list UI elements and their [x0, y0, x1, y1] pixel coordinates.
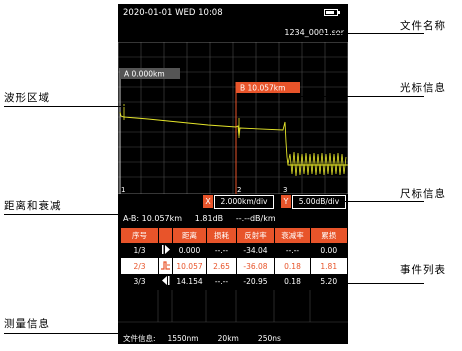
y-scale-value: 5.00dB/div	[292, 195, 346, 209]
event-marker-2: 2	[237, 186, 241, 194]
distance-attenuation-readout: A-B: 10.057km 1.81dB --.--dB/km	[123, 214, 276, 223]
col-attenuation: 衰减率	[274, 228, 311, 243]
col-distance: 距离	[172, 228, 207, 243]
callout-distance-atten: 距离和衰减	[4, 200, 62, 212]
col-reflectance: 反射率	[236, 228, 275, 243]
table-row[interactable]: 3/3 14.154 --.-- -20.95 0.18 5.20	[120, 274, 347, 289]
callout-event-list: 事件列表	[400, 264, 446, 276]
measurement-info: 文件信息: 1550nm 20km 250ns	[123, 334, 281, 343]
file-name: 1234_0001.sor	[284, 28, 344, 37]
event-marker-1: 1	[121, 186, 125, 194]
table-row-selected[interactable]: 2/3 10.057 2.65 -36.08 0.18 1.81	[120, 258, 347, 274]
reflective-event-icon	[161, 261, 170, 270]
callout-file-name: 文件名称	[400, 20, 446, 32]
event-table: 序号 距离 损耗 反射率 衰减率 累损 1/3 0.000 --.-- -34.…	[120, 228, 347, 289]
callout-scale-info: 尺标信息	[400, 188, 446, 200]
trace-noise	[287, 151, 347, 177]
callout-line-event-list	[345, 283, 424, 284]
trace-line	[119, 111, 348, 166]
col-index: 序号	[120, 228, 159, 243]
col-type	[158, 228, 173, 243]
table-grid-lines	[118, 290, 348, 323]
x-scale-value: 2.000km/div	[214, 195, 274, 209]
callout-line-measurement	[4, 333, 124, 334]
cursor-b-label: B 10.057km	[240, 84, 285, 93]
callout-line-waveform	[4, 106, 140, 107]
col-loss: 损耗	[206, 228, 237, 243]
cursor-a-label: A 0.000km	[124, 70, 165, 79]
callout-measurement-info: 测量信息	[4, 318, 50, 330]
callout-waveform: 波形区域	[4, 92, 50, 104]
callout-line-scale-info	[345, 201, 424, 202]
y-scale-button[interactable]: Y	[281, 195, 291, 208]
callout-cursor-info: 光标信息	[400, 82, 446, 94]
table-row[interactable]: 1/3 0.000 --.-- -34.04 --.-- 0.00	[120, 243, 347, 259]
cursor-a-tag	[120, 68, 180, 79]
col-cumulative-loss: 累损	[310, 228, 347, 243]
event-marker-3: 3	[283, 186, 287, 194]
datetime: 2020-01-01 WED 10:08	[123, 8, 223, 18]
start-event-icon	[161, 245, 170, 254]
waveform-area[interactable]: A 0.000km B 10.057km 1 2 3	[118, 42, 348, 194]
callout-line-file-name	[320, 33, 424, 34]
otdr-screen: 2020-01-01 WED 10:08 1234_0001.sor A 0.0…	[118, 4, 348, 344]
event-table-header: 序号 距离 损耗 反射率 衰减率 累损	[120, 228, 347, 243]
status-bar: 2020-01-01 WED 10:08	[118, 4, 348, 22]
callout-line-cursor-info	[300, 96, 424, 97]
battery-icon	[324, 9, 340, 16]
x-scale-button[interactable]: X	[203, 195, 213, 208]
cursor-b-tag	[236, 82, 300, 93]
callout-line-distance-atten	[4, 214, 124, 215]
end-event-icon	[161, 276, 169, 285]
